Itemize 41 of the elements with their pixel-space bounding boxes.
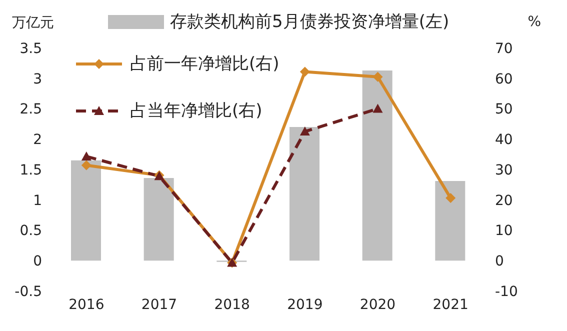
y2-tick-label: 10 [495, 223, 513, 240]
y-tick-label: 1.5 [20, 162, 42, 178]
point [300, 126, 310, 136]
bar [362, 70, 392, 261]
bar [71, 160, 101, 261]
point [446, 193, 456, 204]
y2-tick-label: 60 [495, 71, 513, 88]
point [372, 104, 383, 113]
y-tick-label: 0 [33, 254, 42, 270]
y2-tick-label: -10 [495, 284, 518, 300]
bar [435, 181, 466, 261]
y2-tick-label: 40 [495, 132, 513, 148]
y2-tick-label: 50 [495, 102, 513, 118]
x-tick-label: 2017 [141, 296, 178, 313]
y2-axis-title: % [528, 14, 541, 30]
x-tick-label: 2021 [432, 296, 468, 313]
y2-tick-label: 20 [495, 192, 513, 209]
y-tick-label: 0.5 [20, 223, 42, 240]
y-axis-title: 万亿元 [12, 14, 54, 32]
y-tick-label: 1 [33, 192, 42, 209]
point [300, 66, 310, 77]
bar [144, 178, 174, 261]
y-tick-label: 3 [33, 71, 42, 88]
legend-label: 存款类机构前5月债券投资净增量(左) [170, 11, 450, 33]
y2-tick-label: 30 [495, 162, 513, 178]
point [81, 160, 92, 170]
y-tick-label: 2.5 [20, 102, 42, 118]
x-tick-label: 2019 [287, 296, 323, 313]
x-tick-label: 2020 [360, 296, 396, 313]
x-tick-label: 2018 [214, 296, 250, 313]
y-tick-label: -0.5 [14, 284, 42, 300]
bar [290, 126, 320, 261]
x-tick-label: 2016 [68, 296, 104, 313]
y2-tick-label: 0 [495, 254, 504, 270]
legend-label: 占当年净增比(右) [130, 100, 262, 122]
point [372, 72, 383, 82]
point [81, 151, 92, 160]
y-tick-label: 2 [33, 132, 42, 148]
legend-label: 占前一年净增比(右) [130, 53, 280, 75]
y2-tick-label: 70 [495, 40, 513, 57]
y-tick-label: 3.5 [20, 40, 42, 57]
